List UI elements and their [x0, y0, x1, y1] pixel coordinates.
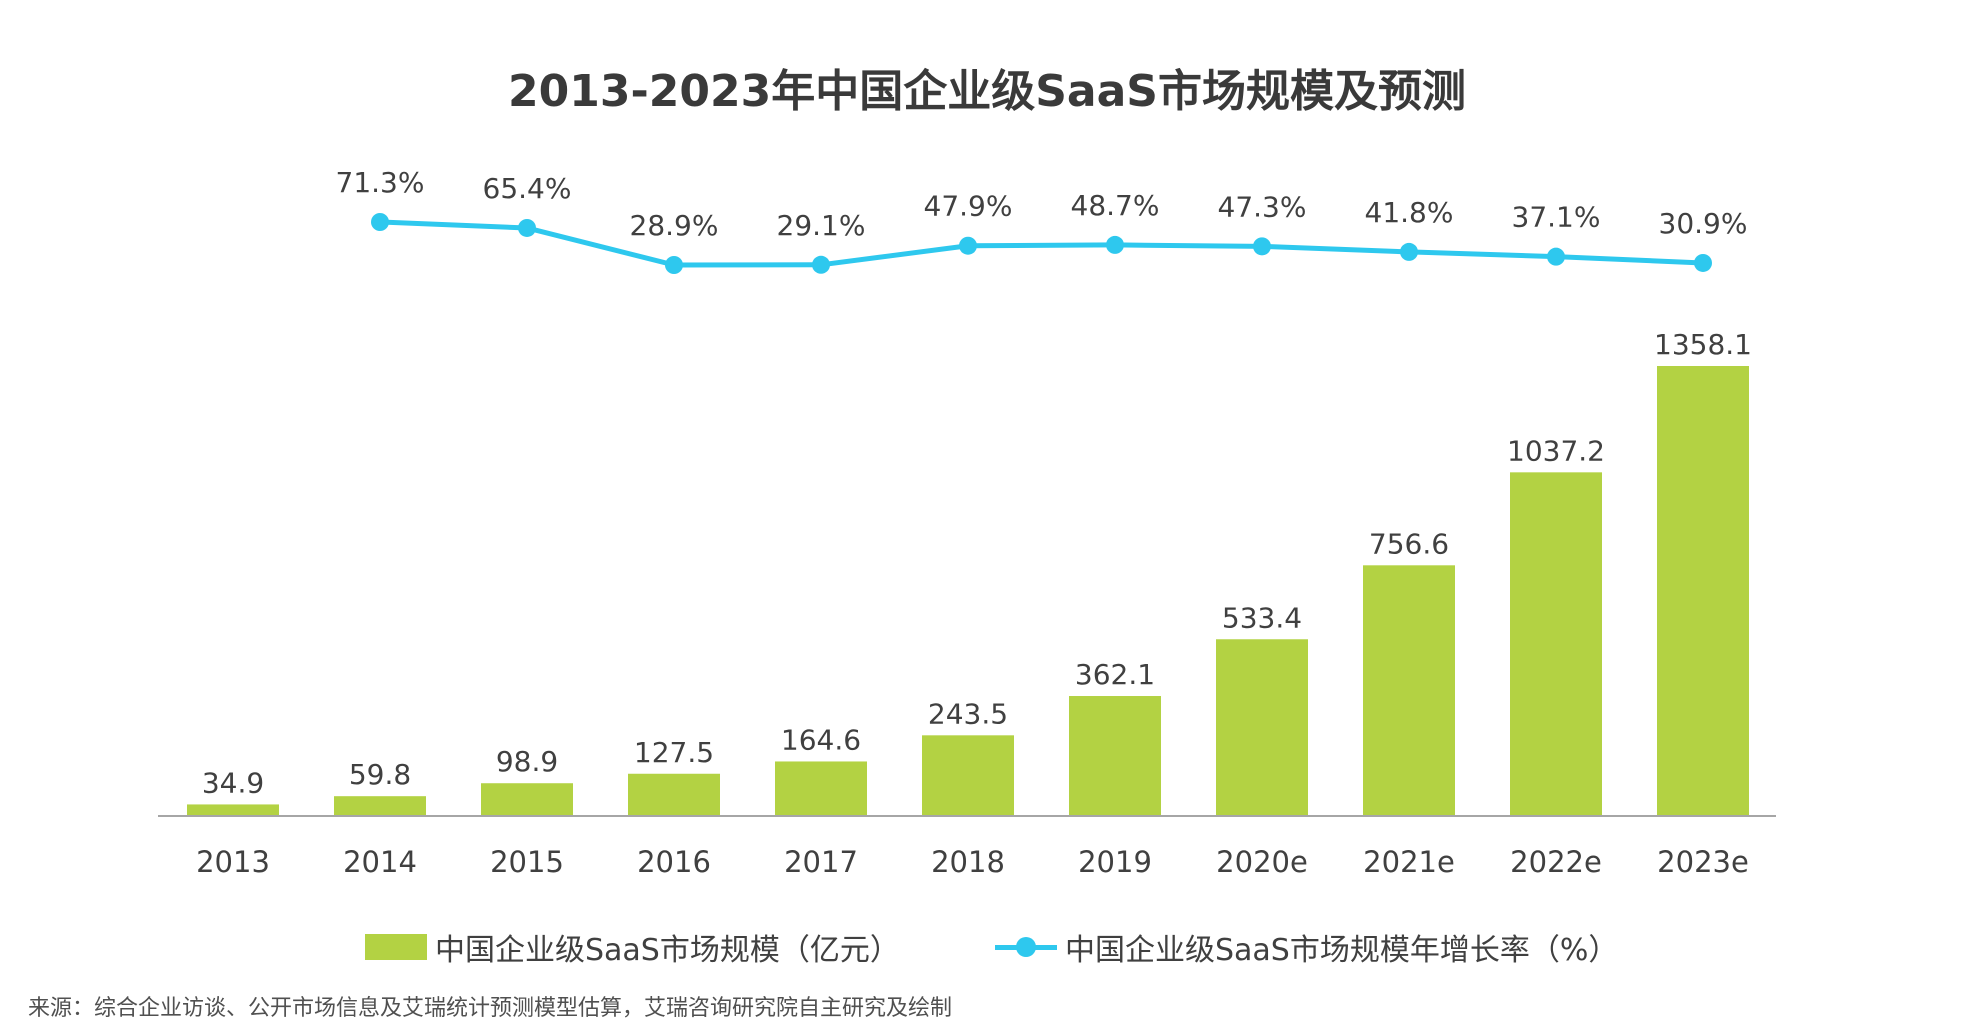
legend-item-growth-rate: 中国企业级SaaS市场规模年增长率（%）: [995, 925, 1618, 969]
chart-title: 2013-2023年中国企业级SaaS市场规模及预测: [508, 66, 1466, 117]
growth-rate-point-2019: [1106, 235, 1124, 254]
x-tick-label-2021e: 2021e: [1363, 845, 1455, 879]
bar-2013: [187, 804, 279, 816]
x-tick-label-2022e: 2022e: [1510, 845, 1602, 879]
bar-value-labels: 34.9 59.8 98.9 127.5 164.6 243.5 362.1 533.4 756…: [202, 328, 1752, 799]
growth-rate-series: [371, 213, 1712, 274]
bar-2014: [334, 796, 426, 816]
bar-2016: [628, 773, 720, 816]
growth-rate-point-2022e: [1547, 247, 1565, 266]
growth-rate-point-2017: [812, 255, 830, 274]
legend-item-market-size: 中国企业级SaaS市场规模（亿元）: [365, 925, 900, 969]
legend-line-swatch: [995, 934, 1057, 960]
bar-value-label-2016: 127.5: [634, 736, 714, 769]
bar-value-label-2017: 164.6: [781, 723, 861, 756]
growth-rate-label-2022e: 37.1%: [1512, 201, 1601, 234]
bar-value-label-2014: 59.8: [349, 758, 411, 791]
growth-rate-point-2023e: [1694, 253, 1712, 272]
growth-rate-labels: 71.3% 65.4% 28.9% 29.1% 47.9% 48.7% 47.3% 41.8%…: [336, 166, 1748, 242]
bar-value-label-2015: 98.9: [496, 745, 558, 778]
legend-label-market-size: 中国企业级SaaS市场规模（亿元）: [435, 933, 900, 968]
x-axis-tick-labels: 2013 2014 2015 2016 2017 2018 2019 2020e 2021e 20…: [196, 845, 1749, 879]
x-tick-label-2015: 2015: [490, 845, 564, 879]
source-note: 来源：综合企业访谈、公开市场信息及艾瑞统计预测模型估算，艾瑞咨询研究院自主研究及…: [28, 996, 953, 1021]
bar-2017: [775, 761, 867, 816]
growth-rate-point-2021e: [1400, 242, 1418, 261]
growth-rate-label-2015: 65.4%: [483, 172, 572, 205]
x-tick-label-2016: 2016: [637, 845, 711, 879]
bar-2021e: [1363, 565, 1455, 816]
x-tick-label-2017: 2017: [784, 845, 858, 879]
bar-value-label-2020e: 533.4: [1222, 601, 1302, 634]
x-tick-label-2020e: 2020e: [1216, 845, 1308, 879]
growth-rate-point-2018: [959, 236, 977, 255]
bar-2018: [922, 735, 1014, 816]
growth-rate-label-2019: 48.7%: [1071, 189, 1160, 222]
bar-value-label-2013: 34.9: [202, 766, 264, 799]
bar-value-label-2019: 362.1: [1075, 658, 1155, 691]
x-tick-label-2023e: 2023e: [1657, 845, 1749, 879]
growth-rate-label-2014: 71.3%: [336, 166, 425, 199]
bar-value-label-2018: 243.5: [928, 697, 1008, 730]
x-tick-label-2013: 2013: [196, 845, 270, 879]
x-tick-label-2018: 2018: [931, 845, 1005, 879]
growth-rate-label-2020e: 47.3%: [1218, 190, 1307, 223]
growth-rate-label-2021e: 41.8%: [1365, 196, 1454, 229]
bar-series: [187, 366, 1749, 816]
growth-rate-point-2020e: [1253, 237, 1271, 256]
growth-rate-point-2016: [665, 256, 683, 274]
bar-2019: [1069, 696, 1161, 816]
legend-bar-swatch: [365, 934, 427, 960]
growth-rate-point-2015: [518, 218, 536, 237]
legend-label-growth-rate: 中国企业级SaaS市场规模年增长率（%）: [1065, 933, 1619, 968]
bar-value-label-2021e: 756.6: [1369, 527, 1449, 560]
bar-2015: [481, 783, 573, 816]
x-tick-label-2014: 2014: [343, 845, 417, 879]
growth-rate-line: [379, 219, 1704, 268]
growth-rate-label-2018: 47.9%: [924, 190, 1013, 223]
growth-rate-label-2016: 28.9%: [630, 209, 719, 242]
x-tick-label-2019: 2019: [1078, 845, 1152, 879]
bar-2023e: [1657, 366, 1749, 816]
growth-rate-label-2017: 29.1%: [777, 209, 866, 242]
bar-2022e: [1510, 472, 1602, 816]
bar-2020e: [1216, 639, 1308, 816]
growth-rate-point-2014: [371, 213, 389, 231]
growth-rate-label-2023e: 30.9%: [1659, 207, 1748, 240]
bar-value-label-2023e: 1358.1: [1654, 328, 1752, 361]
bar-value-label-2022e: 1037.2: [1507, 434, 1605, 467]
